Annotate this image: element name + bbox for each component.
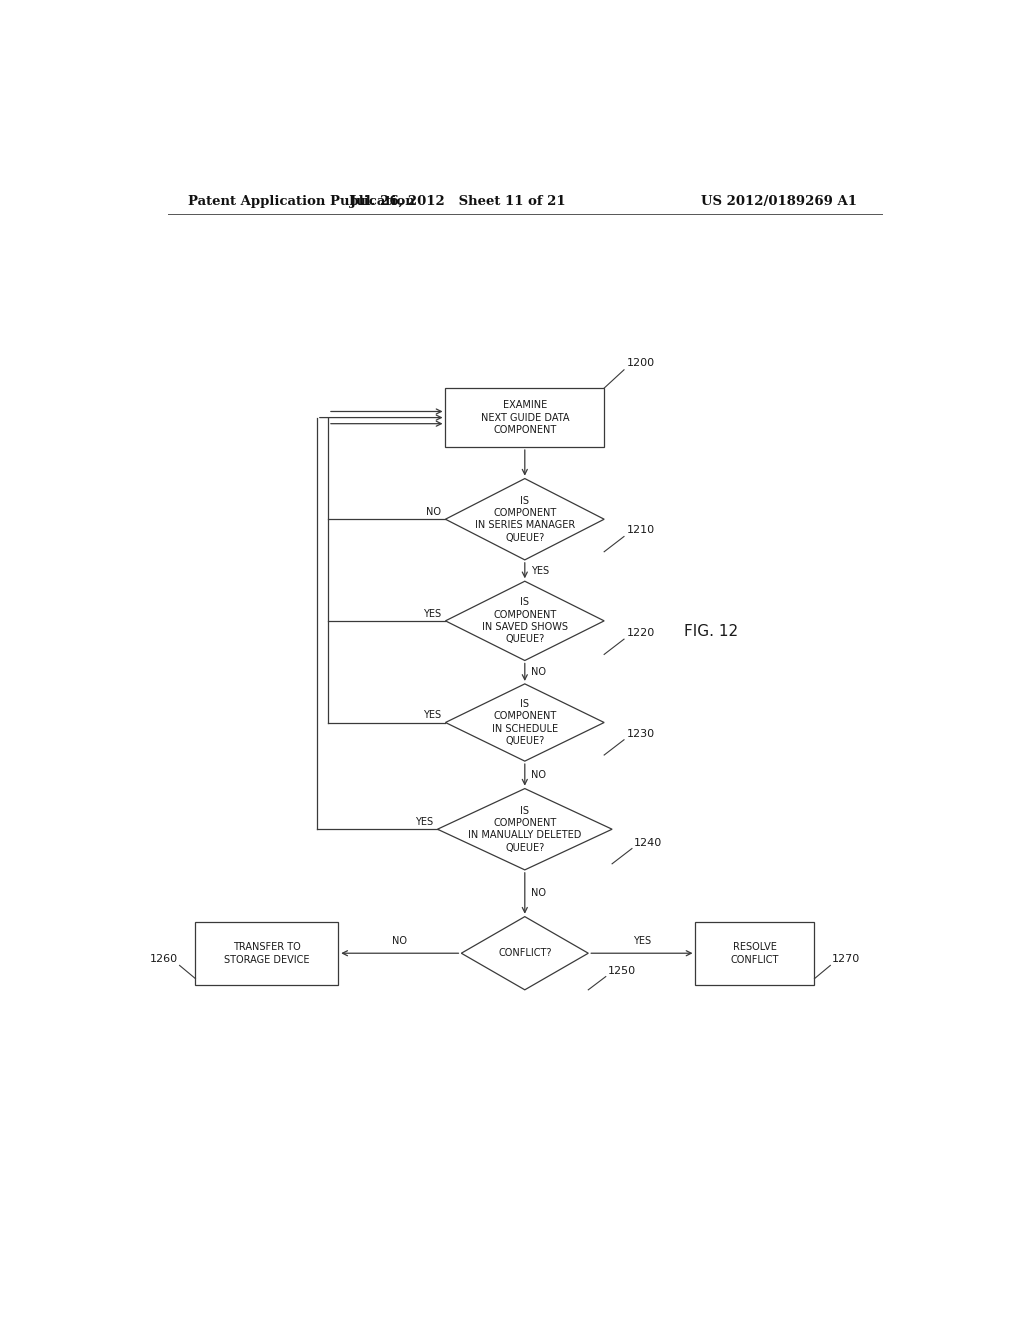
Text: IS
COMPONENT
IN SCHEDULE
QUEUE?: IS COMPONENT IN SCHEDULE QUEUE? — [492, 698, 558, 746]
Text: IS
COMPONENT
IN SERIES MANAGER
QUEUE?: IS COMPONENT IN SERIES MANAGER QUEUE? — [475, 495, 574, 543]
Text: YES: YES — [531, 565, 549, 576]
Text: 1220: 1220 — [627, 628, 654, 638]
Text: Patent Application Publication: Patent Application Publication — [187, 194, 415, 207]
Polygon shape — [445, 684, 604, 762]
Text: IS
COMPONENT
IN MANUALLY DELETED
QUEUE?: IS COMPONENT IN MANUALLY DELETED QUEUE? — [468, 805, 582, 853]
FancyBboxPatch shape — [196, 921, 338, 985]
Text: CONFLICT?: CONFLICT? — [498, 948, 552, 958]
Text: 1230: 1230 — [627, 729, 654, 739]
Polygon shape — [445, 479, 604, 560]
Text: 1270: 1270 — [831, 954, 860, 965]
Text: FIG. 12: FIG. 12 — [684, 623, 737, 639]
Text: 1200: 1200 — [627, 358, 654, 368]
Text: NO: NO — [531, 888, 546, 898]
Polygon shape — [437, 788, 612, 870]
Text: TRANSFER TO
STORAGE DEVICE: TRANSFER TO STORAGE DEVICE — [224, 942, 309, 965]
Text: YES: YES — [423, 710, 441, 721]
Text: EXAMINE
NEXT GUIDE DATA
COMPONENT: EXAMINE NEXT GUIDE DATA COMPONENT — [480, 400, 569, 436]
Text: NO: NO — [392, 936, 408, 946]
FancyBboxPatch shape — [695, 921, 814, 985]
Text: US 2012/0189269 A1: US 2012/0189269 A1 — [700, 194, 857, 207]
Polygon shape — [445, 581, 604, 660]
Text: IS
COMPONENT
IN SAVED SHOWS
QUEUE?: IS COMPONENT IN SAVED SHOWS QUEUE? — [482, 597, 567, 644]
Text: 1240: 1240 — [634, 837, 663, 847]
Text: YES: YES — [633, 936, 651, 946]
Text: NO: NO — [426, 507, 441, 517]
Text: 1250: 1250 — [607, 966, 636, 975]
Polygon shape — [461, 916, 588, 990]
Text: YES: YES — [416, 817, 433, 828]
Text: RESOLVE
CONFLICT: RESOLVE CONFLICT — [731, 942, 779, 965]
Text: YES: YES — [423, 609, 441, 619]
Text: 1260: 1260 — [150, 954, 178, 965]
Text: NO: NO — [531, 667, 546, 677]
Text: Jul. 26, 2012   Sheet 11 of 21: Jul. 26, 2012 Sheet 11 of 21 — [349, 194, 565, 207]
Text: NO: NO — [531, 770, 546, 780]
FancyBboxPatch shape — [445, 388, 604, 447]
Text: 1210: 1210 — [627, 525, 654, 536]
